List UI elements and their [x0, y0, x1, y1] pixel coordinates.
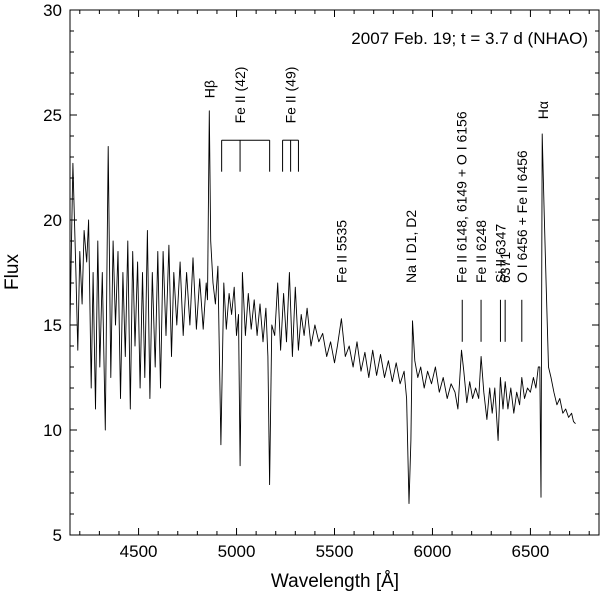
x-tick-label: 6500 — [512, 542, 550, 561]
y-tick-label: 25 — [43, 106, 62, 125]
x-tick-label: 5500 — [316, 542, 354, 561]
x-tick-label: 5000 — [218, 542, 256, 561]
x-tick-label: 4500 — [120, 542, 158, 561]
line-id-label: Na I D1, D2 — [403, 210, 419, 283]
y-tick-label: 15 — [43, 316, 62, 335]
y-axis-title: Flux — [2, 254, 23, 290]
line-id-markers: Hβ Fe II (42) Fe II (49) Fe II 5535 Na I D1,… — [201, 67, 551, 342]
line-id-label: O I 6456 + Fe II 6456 — [514, 150, 530, 283]
line-id-label: Fe II (42) — [232, 67, 248, 124]
line-id-label: Fe II 6248 — [473, 220, 489, 283]
y-tick-label: 5 — [53, 526, 62, 545]
line-id-label: Fe II 5535 — [333, 220, 349, 283]
line-id-label: Hα — [535, 101, 551, 119]
y-tick-label: 20 — [43, 211, 62, 230]
chart-title: 2007 Feb. 19; t = 3.7 d (NHAO) — [351, 29, 588, 48]
tick-labels: 4500 5000 5500 6000 6500 5 10 15 20 25 30 — [43, 1, 549, 561]
x-axis-title: Wavelength [Å] — [271, 571, 399, 592]
line-id-label: Si II 6347 — [492, 224, 508, 283]
line-id-label: Fe II (49) — [283, 67, 299, 124]
x-tick-label: 6000 — [414, 542, 452, 561]
line-id-label: 6371 — [497, 252, 513, 283]
line-id-label: Hβ — [201, 80, 217, 98]
y-tick-label: 30 — [43, 1, 62, 20]
spectrum-series-line — [69, 110, 576, 504]
line-id-label: Fe II 6148, 6149 + O I 6156 — [454, 111, 470, 283]
y-tick-label: 10 — [43, 421, 62, 440]
